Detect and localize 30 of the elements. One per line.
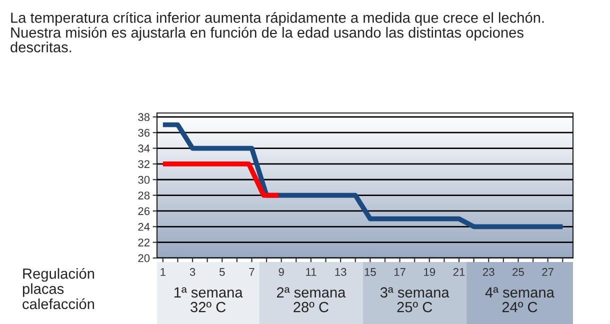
x-tick-label: 13 [335, 268, 346, 276]
y-tick-label: 36 [138, 128, 150, 137]
text: 4ª semana 24º C [485, 287, 554, 312]
x-tick-label: 19 [424, 268, 436, 276]
x-tick-label: 3 [190, 268, 196, 276]
chart-title: La temperatura crítica inferior aumenta rápidamente a medida que crece el lechón. Nuestra misión es ajustarla en función de la edad usando las distintas opciones descritas. [10, 12, 544, 52]
text: 3ª semana 25º C [380, 287, 450, 312]
y-tick-label: 34 [138, 144, 150, 152]
y-tick-label: 32 [138, 160, 150, 168]
x-tick-label: 5 [219, 268, 225, 276]
y-tick-label: 30 [138, 176, 150, 184]
x-tick-label: 25 [512, 268, 524, 276]
x-tick-label: 27 [542, 268, 554, 276]
text: 2ª semana 28º C [276, 287, 346, 312]
x-tick-label: 9 [278, 268, 284, 276]
y-tick-label: 28 [138, 192, 150, 200]
x-tick-label: 17 [394, 268, 406, 276]
y-tick-label: 26 [138, 207, 150, 216]
x-tick-label: 7 [249, 268, 254, 276]
y-tick-label: 20 [138, 254, 150, 262]
x-tick-label: 11 [306, 268, 316, 276]
x-tick-label: 21 [453, 268, 465, 276]
y-tick-label: 24 [138, 222, 150, 231]
x-tick-label: 15 [364, 268, 376, 276]
y-tick-label: 22 [138, 238, 150, 246]
y-tick-label: 38 [138, 113, 150, 122]
text: Regulación placas calefacción [22, 268, 94, 310]
x-tick-label: 23 [482, 268, 494, 276]
text: 1ª semana 32º C [174, 287, 243, 312]
x-tick-label: 1 [160, 268, 166, 276]
